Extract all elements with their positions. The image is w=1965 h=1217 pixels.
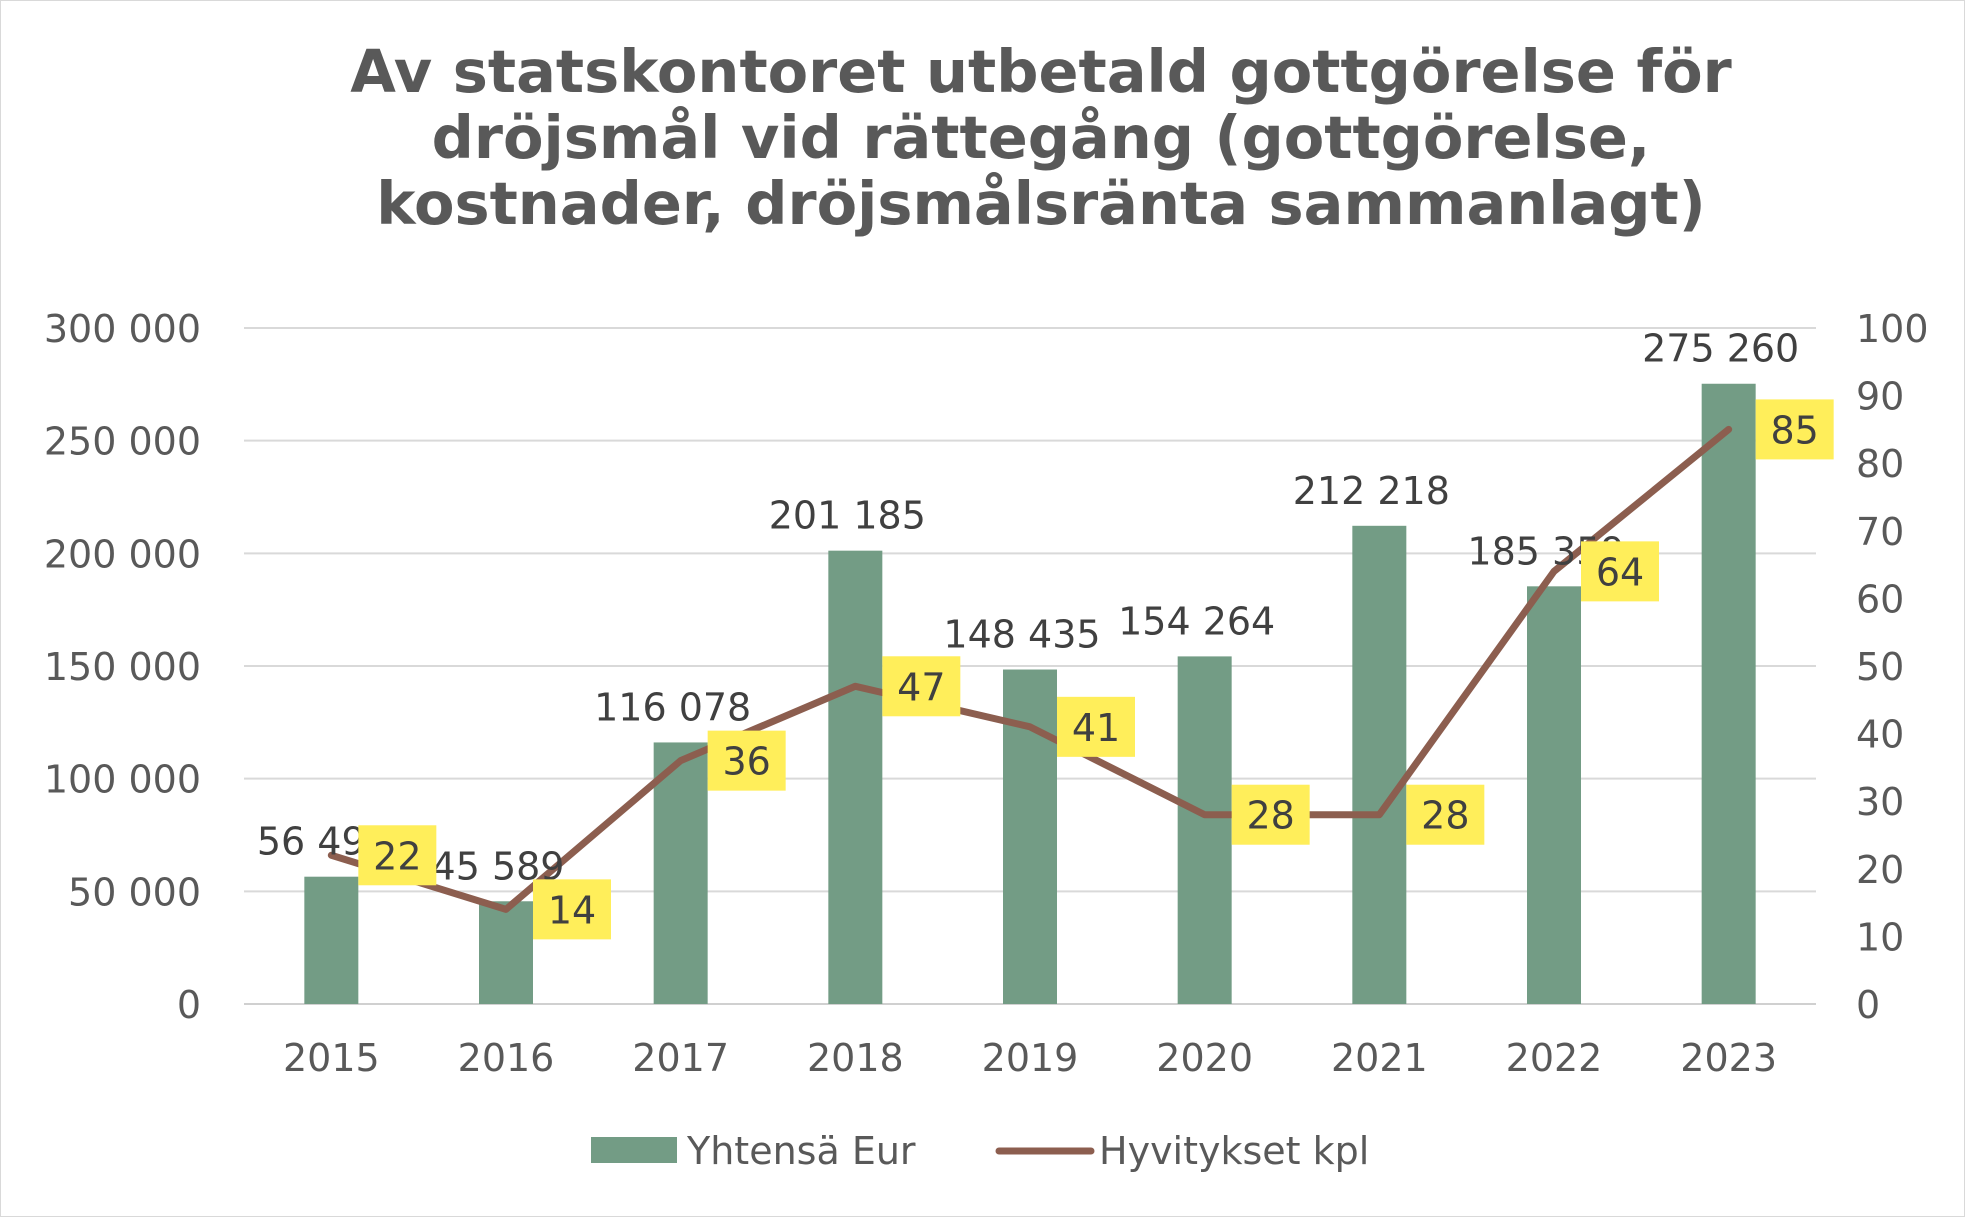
x-axis-tick-label: 2023: [1680, 1036, 1777, 1080]
x-axis-ticks: 2015 2016 2017 2018 2019 2020 2021 2022 2023: [283, 1036, 1777, 1080]
bar: [653, 742, 708, 1004]
left-axis-tick-label: 150 000: [44, 645, 201, 689]
x-axis-tick-label: 2022: [1506, 1036, 1603, 1080]
line-data-label-box: [358, 825, 437, 886]
line-series: [327, 425, 1733, 913]
line-data-label-box: [1057, 696, 1135, 757]
line-data-label: 14: [548, 888, 596, 932]
right-axis-tick-label: 0: [1856, 983, 1880, 1027]
right-axis-ticks: 0 10 20 30 40 50 60 70 80 90 100: [1856, 307, 1929, 1027]
left-axis-tick-label: 300 000: [44, 307, 201, 351]
right-axis-tick-label: 30: [1856, 780, 1904, 824]
left-axis-tick-label: 0: [177, 983, 201, 1027]
x-axis-tick-label: 2021: [1331, 1036, 1428, 1080]
chart-title-line: kostnader, dröjsmålsränta sammanlagt): [376, 169, 1706, 238]
bar-data-label: 212 218: [1293, 469, 1450, 513]
legend: Yhtensä Eur Hyvitykset kpl: [591, 1129, 1369, 1173]
legend-label: Yhtensä Eur: [686, 1129, 916, 1173]
line-data-label: 36: [722, 740, 770, 784]
line-data-label-box: [1406, 784, 1485, 845]
bar: [1177, 656, 1232, 1004]
left-axis-ticks: 0 50 000 100 000 150 000 200 000 250 000 300 0…: [44, 307, 201, 1027]
bar: [479, 901, 533, 1004]
legend-swatch-bar: [591, 1137, 677, 1163]
line-data-label: 28: [1246, 794, 1294, 838]
bar-data-label: 201 185: [769, 494, 926, 538]
x-axis-tick-label: 2020: [1156, 1036, 1253, 1080]
x-axis-tick-label: 2018: [807, 1036, 904, 1080]
right-axis-tick-label: 20: [1856, 848, 1904, 892]
x-axis-tick-label: 2017: [632, 1036, 729, 1080]
line-data-label: 64: [1596, 550, 1644, 594]
line-data-label-box: [882, 656, 961, 717]
bar-data-label: 154 264: [1118, 599, 1275, 643]
x-axis-tick-label: 2019: [982, 1036, 1079, 1080]
right-axis-tick-label: 40: [1856, 713, 1904, 757]
bar-data-label: 275 260: [1642, 327, 1799, 371]
right-axis-tick-label: 10: [1856, 915, 1904, 959]
line-data-label-box: [1581, 541, 1659, 602]
line-data-label-box: [1231, 784, 1310, 845]
line-data-label: 41: [1072, 706, 1120, 750]
bar-data-label: 148 435: [943, 613, 1100, 657]
line-data-label: 28: [1421, 794, 1469, 838]
line-data-label-box: [1755, 399, 1834, 460]
bar: [1701, 383, 1756, 1005]
x-axis-tick-label: 2015: [283, 1036, 380, 1080]
bar: [828, 550, 883, 1004]
bar-data-label: 116 078: [594, 685, 751, 729]
line-data-label: 85: [1770, 408, 1818, 452]
line-data-labels: 22 14 36 47 41 28 28 64 85: [358, 399, 1834, 940]
line-data-label: 47: [897, 665, 945, 709]
left-axis-tick-label: 100 000: [44, 758, 201, 802]
left-axis-tick-label: 250 000: [44, 420, 201, 464]
left-axis-tick-label: 50 000: [68, 870, 201, 914]
chart-title-line: dröjsmål vid rättegång (gottgörelse,: [431, 103, 1651, 172]
line-data-label-box: [533, 879, 611, 940]
bar: [304, 876, 359, 1004]
bar: [1352, 525, 1407, 1004]
right-axis-tick-label: 80: [1856, 442, 1904, 486]
bar-series: [304, 383, 1756, 1005]
line-path: [327, 425, 1733, 913]
line-data-label-box: [707, 730, 786, 791]
right-axis-tick-label: 90: [1856, 375, 1904, 419]
right-axis-tick-label: 70: [1856, 510, 1904, 554]
bar: [1527, 586, 1581, 1004]
right-axis-tick-label: 60: [1856, 577, 1904, 621]
chart-title-line: Av statskontoret utbetald gottgörelse fö…: [350, 37, 1732, 106]
legend-label: Hyvitykset kpl: [1099, 1129, 1369, 1173]
line-data-label: 22: [373, 834, 421, 878]
x-axis-tick-label: 2016: [458, 1036, 555, 1080]
right-axis-tick-label: 50: [1856, 645, 1904, 689]
right-axis-tick-label: 100: [1856, 307, 1929, 351]
chart-title: Av statskontoret utbetald gottgörelse fö…: [151, 39, 1931, 237]
left-axis-tick-label: 200 000: [44, 532, 201, 576]
